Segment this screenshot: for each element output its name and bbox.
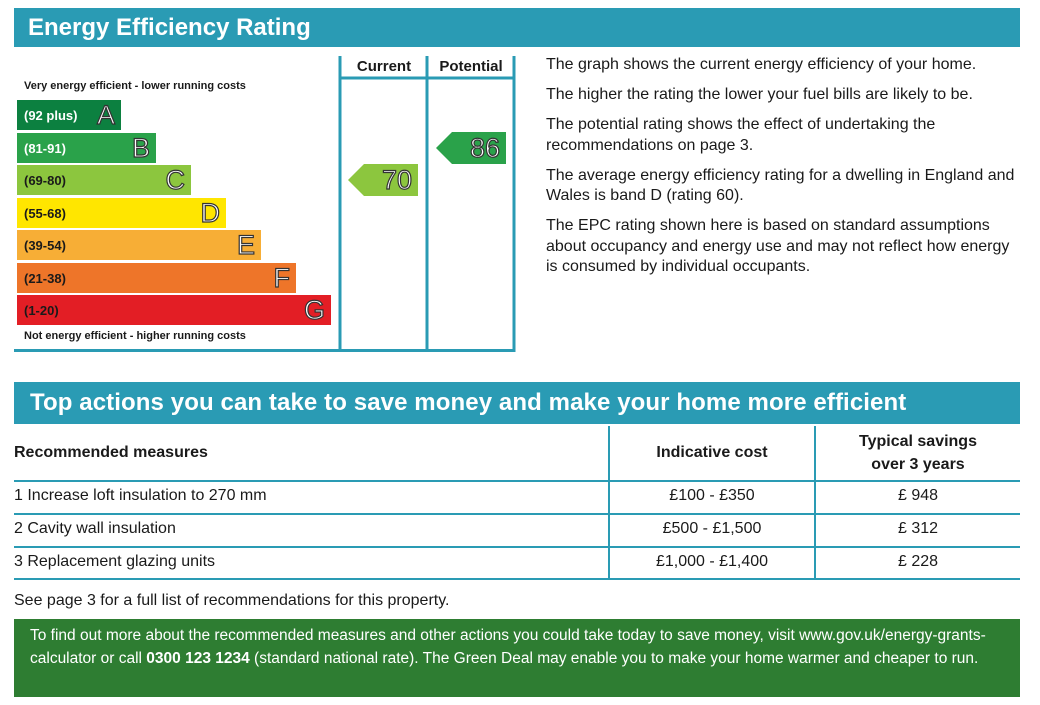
row-divider	[14, 546, 1020, 548]
scale-note-inefficient: Not energy efficient - higher running co…	[24, 330, 246, 342]
header-cost: Indicative cost	[656, 444, 768, 461]
row-divider	[14, 578, 1020, 580]
see-page-note: See page 3 for a full list of recommenda…	[14, 592, 450, 609]
rating-band-c: (69-80) C	[17, 165, 191, 195]
description-paragraph: The graph shows the current energy effic…	[546, 56, 977, 73]
measure-cell: 3 Replacement glazing units	[14, 553, 216, 570]
header-savings-line1: Typical savings	[859, 433, 977, 450]
epc-chart: Current Potential Very energy efficient …	[14, 56, 516, 352]
cost-cell: £1,000 - £1,400	[655, 553, 769, 570]
rating-band-d: (55-68) D	[17, 197, 226, 228]
energy-rating-banner: Energy Efficiency Rating	[14, 8, 1020, 47]
row-divider	[14, 480, 1020, 482]
band-range: (1-20)	[24, 303, 59, 318]
band-letter: A	[96, 100, 115, 130]
phone-number: 0300 123 1234	[146, 649, 250, 667]
savings-cell: £ 948	[897, 487, 939, 504]
more-info-text-continued: (standard national rate). The Green Deal…	[249, 649, 979, 667]
current-rating-arrow: 70	[348, 164, 418, 196]
description-paragraph: The average energy efficiency rating for…	[546, 166, 1015, 205]
band-range: (39-54)	[24, 238, 66, 253]
rating-band-b: (81-91) B	[17, 132, 156, 163]
band-letter: C	[165, 165, 186, 195]
column-current-label: Current	[356, 58, 412, 75]
band-letter: B	[131, 132, 150, 163]
row-divider	[14, 513, 1020, 515]
band-range: (55-68)	[24, 205, 66, 221]
band-range: (69-80)	[24, 173, 66, 188]
column-divider	[608, 426, 610, 579]
current-rating-value: 70	[381, 164, 412, 195]
measure-cell: 1 Increase loft insulation to 270 mm	[14, 487, 267, 504]
more-info-box: To find out more about the recommended m…	[14, 619, 1020, 697]
band-letter: D	[200, 197, 221, 228]
description-paragraph: The potential rating shows the effect of…	[546, 116, 936, 154]
savings-cell: £ 228	[897, 553, 939, 570]
band-letter: G	[303, 295, 325, 325]
description-paragraph: The EPC rating shown here is based on st…	[546, 217, 1010, 275]
current-rating-arrow-shape	[348, 164, 418, 196]
rating-band-f: (21-38) F	[17, 262, 296, 293]
band-letter: E	[236, 230, 255, 260]
potential-rating-arrow-shape	[436, 131, 506, 164]
energy-rating-title: Energy Efficiency Rating	[28, 14, 311, 41]
description-paragraph: The higher the rating the lower your fue…	[546, 86, 973, 103]
potential-rating-arrow: 86	[436, 131, 506, 164]
header-savings-line2: over 3 years	[871, 456, 965, 473]
rating-band-g: (1-20) G	[17, 295, 331, 325]
band-range: (21-38)	[24, 270, 66, 286]
cost-cell: £500 - £1,500	[662, 520, 762, 537]
savings-cell: £ 312	[897, 520, 939, 537]
measure-cell: 2 Cavity wall insulation	[14, 520, 176, 537]
top-actions-title: Top actions you can take to save money a…	[30, 389, 907, 416]
rating-description: The graph shows the current energy effic…	[546, 55, 1020, 287]
potential-rating-value: 86	[469, 132, 500, 163]
header-measures: Recommended measures	[14, 444, 208, 461]
cost-cell: £100 - £350	[669, 487, 755, 504]
epc-chart-frame	[14, 56, 516, 352]
band-range: (81-91)	[24, 140, 66, 156]
rating-band-a: (92 plus) A	[17, 100, 121, 130]
scale-note-efficient: Very energy efficient - lower running co…	[24, 80, 246, 92]
column-potential-label: Potential	[439, 58, 503, 75]
band-range: (92 plus)	[24, 108, 78, 123]
column-divider	[814, 426, 816, 579]
more-info-text: To find out more about the recommended m…	[30, 627, 986, 667]
top-actions-banner: Top actions you can take to save money a…	[14, 382, 1020, 424]
rating-band-e: (39-54) E	[17, 230, 261, 260]
band-letter: F	[273, 262, 291, 293]
